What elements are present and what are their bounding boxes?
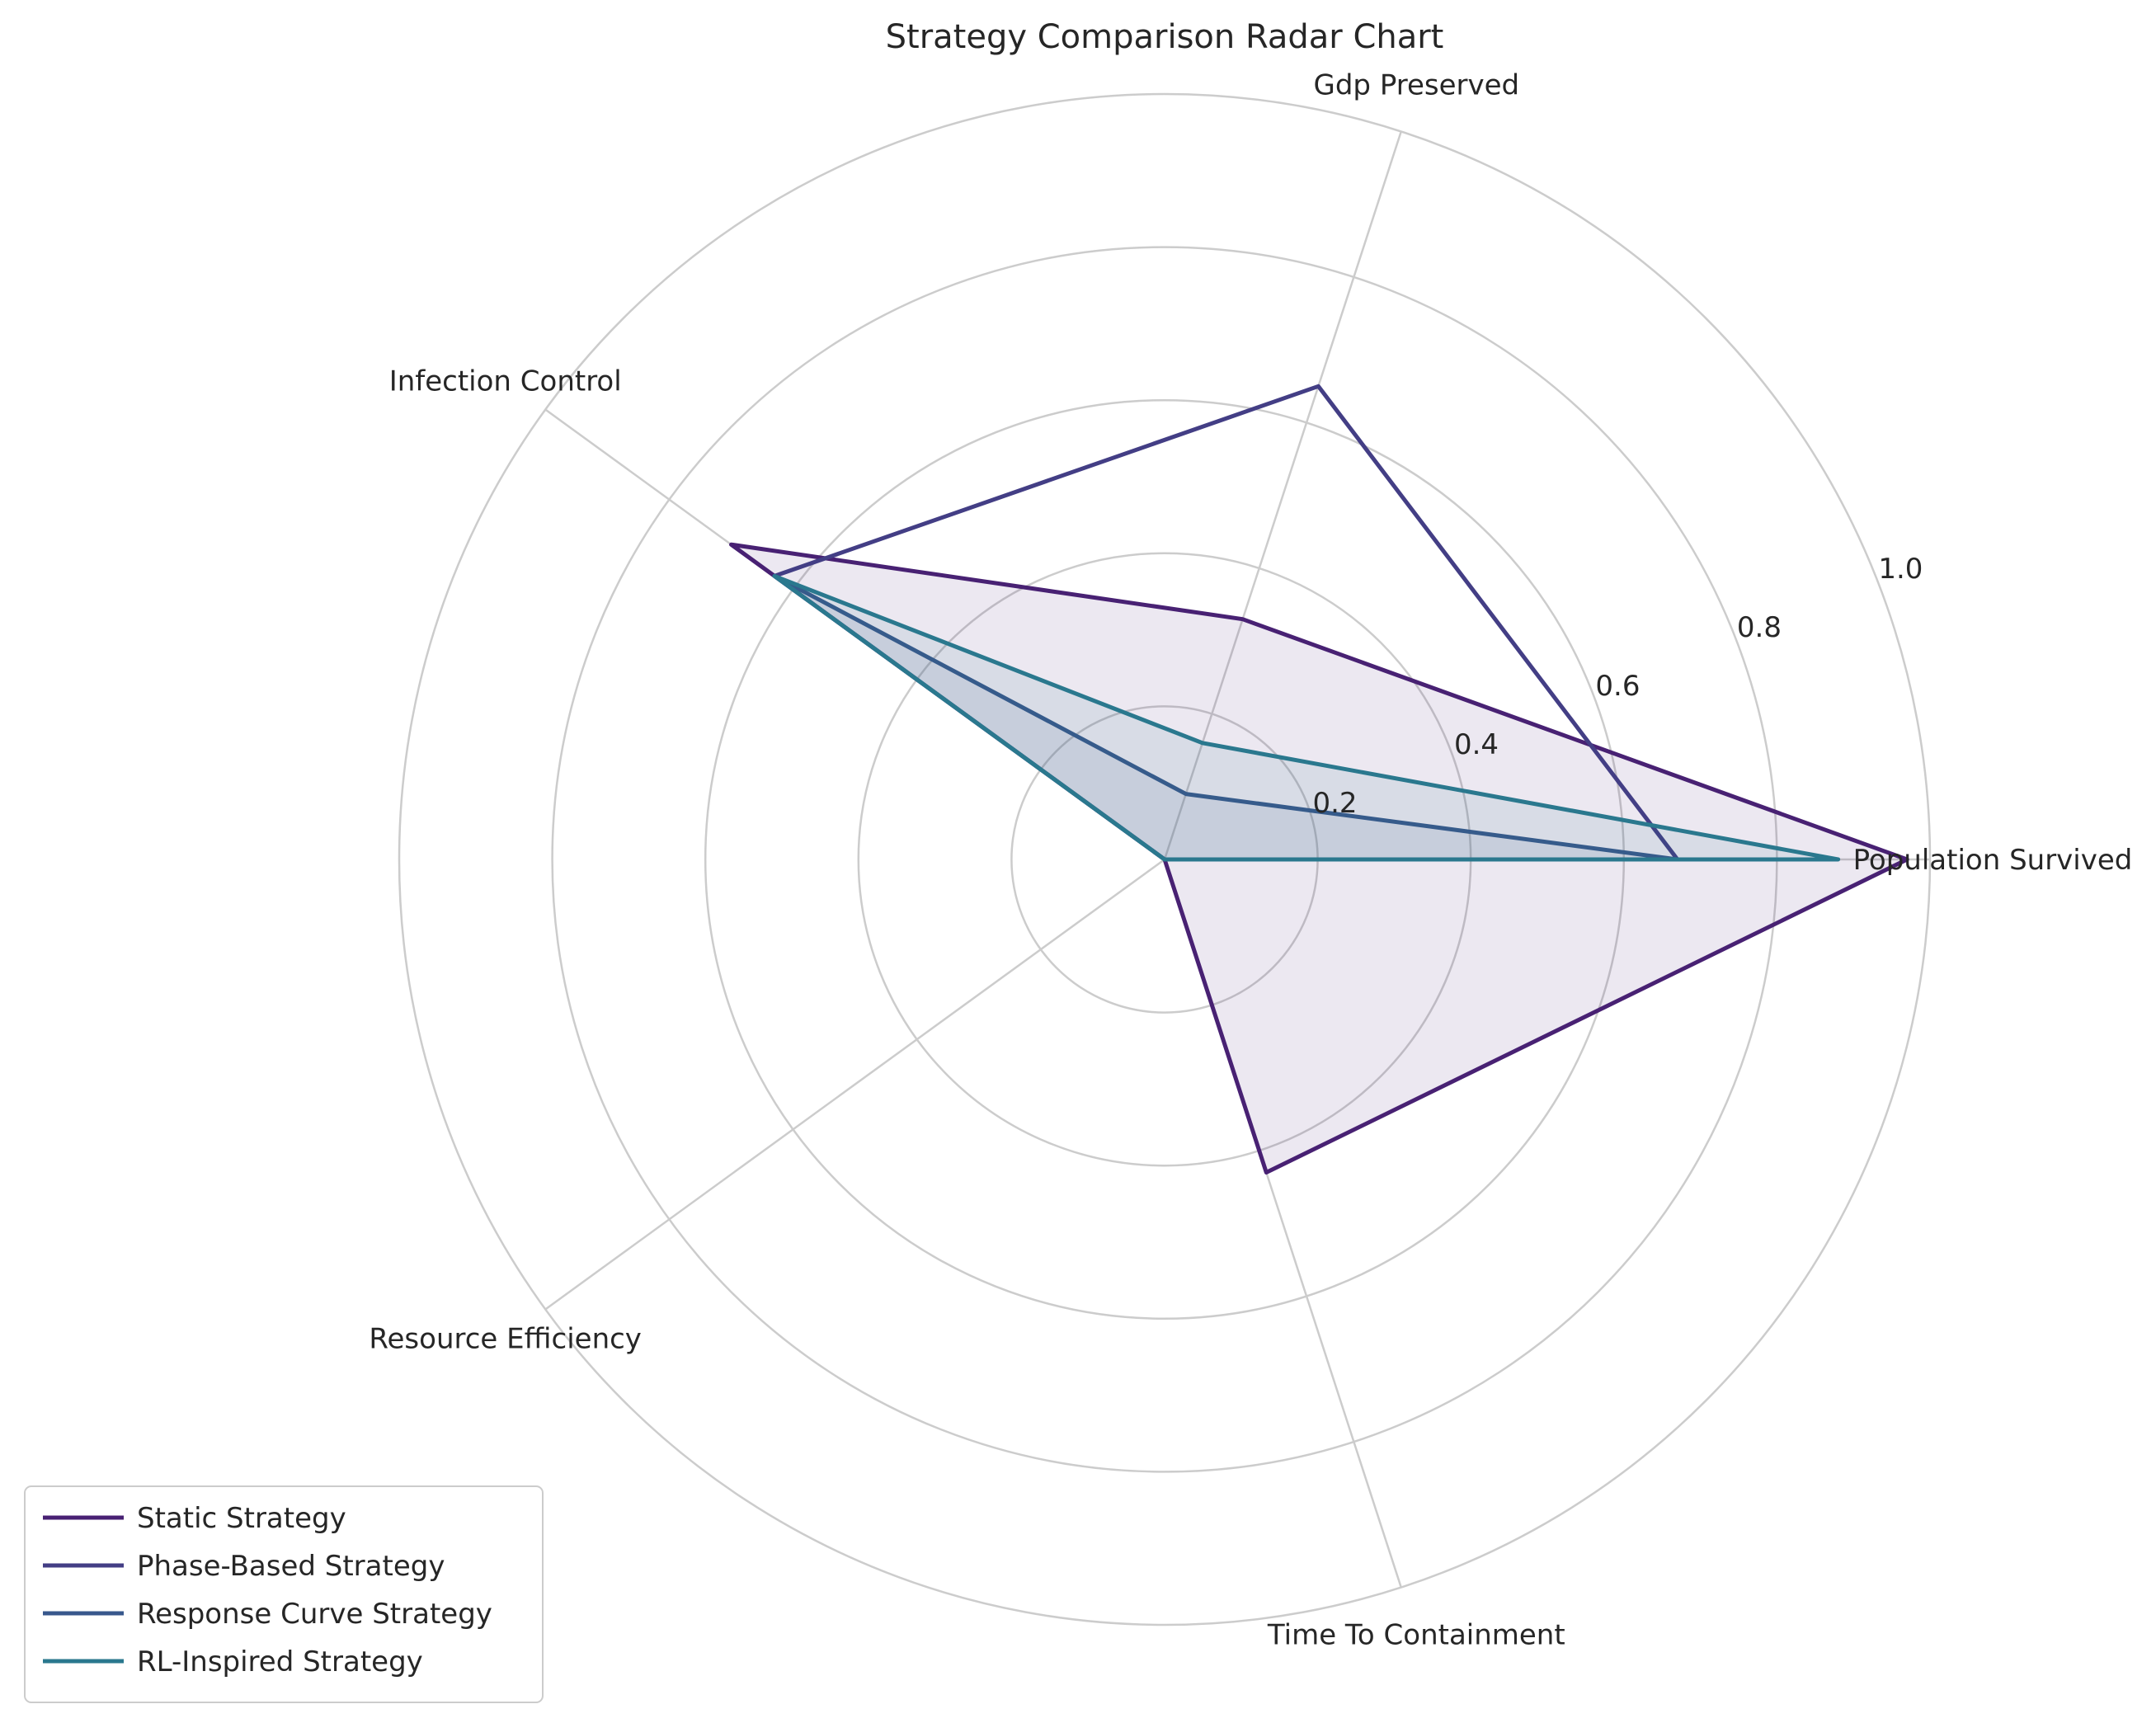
legend: Static Strategy Phase-Based Strategy Respo… bbox=[24, 1485, 544, 1703]
grid-spoke-3 bbox=[544, 858, 1165, 1311]
axis-label-2: Infection Control bbox=[389, 365, 622, 398]
legend-box bbox=[24, 1485, 544, 1703]
grid-spoke-1 bbox=[1163, 131, 1402, 860]
legend-label-3: RL-Inspired Strategy bbox=[137, 1645, 423, 1678]
r-tick-label-1: 0.4 bbox=[1454, 728, 1499, 761]
r-tick-label-0: 0.2 bbox=[1312, 787, 1357, 820]
series-line-3 bbox=[772, 573, 1841, 862]
axis-labels: Population Survived Gdp Preserved Infectio… bbox=[369, 68, 2132, 1651]
axis-label-0: Population Survived bbox=[1853, 844, 2133, 877]
chart-title: Strategy Comparison Radar Chart bbox=[886, 18, 1444, 56]
radial-ticks: 0.2 0.4 0.6 0.8 1.0 bbox=[1312, 553, 1923, 820]
series-fill-3 bbox=[774, 576, 1838, 859]
axis-label-1: Gdp Preserved bbox=[1314, 68, 1520, 101]
series-fill-2 bbox=[774, 576, 1678, 859]
legend-label-1: Phase-Based Strategy bbox=[137, 1550, 445, 1583]
r-tick-label-4: 1.0 bbox=[1878, 553, 1923, 586]
r-tick-label-2: 0.6 bbox=[1595, 670, 1640, 703]
axis-label-4: Time To Containment bbox=[1267, 1619, 1565, 1652]
legend-label-0: Static Strategy bbox=[137, 1502, 346, 1535]
axis-label-3: Resource Efficiency bbox=[369, 1323, 642, 1356]
r-tick-label-3: 0.8 bbox=[1737, 611, 1782, 644]
legend-label-2: Response Curve Strategy bbox=[137, 1598, 492, 1631]
radar-series bbox=[729, 384, 1909, 1175]
